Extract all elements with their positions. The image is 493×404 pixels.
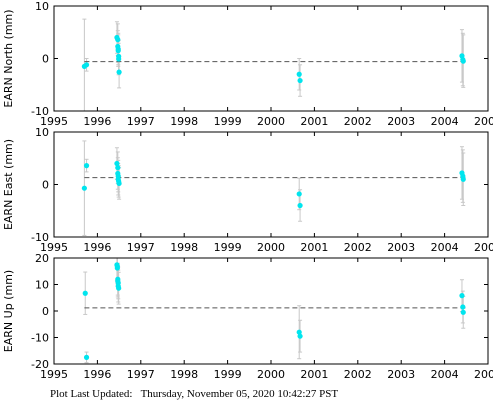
data-point-11 [296,329,302,335]
y-tick-label--10: -10 [31,105,49,118]
data-point-9 [116,56,122,62]
data-point-4 [115,165,121,171]
x-tick-label-2000: 2000 [257,368,285,381]
data-point-9 [116,180,122,187]
data-point-5 [114,265,120,271]
x-tick-label-2002: 2002 [344,368,372,381]
x-tick-label-1997: 1997 [127,241,155,254]
data-point-1 [82,290,88,296]
data-point-2 [83,354,90,360]
x-tick-label-2003: 2003 [387,368,415,381]
y-tick-label--10: -10 [31,231,49,244]
y-tick-label-10: 10 [35,126,49,139]
data-point-1 [81,185,87,191]
x-tick-label-2000: 2000 [257,115,285,128]
data-point-2 [83,62,90,68]
data-point-11 [297,202,303,209]
x-tick-label-2003: 2003 [387,241,415,254]
x-tick-label-2004: 2004 [431,115,459,128]
y-tick-label-0: 0 [42,179,49,192]
data-point-10 [296,191,302,197]
footer-timestamp: Thursday, November 05, 2020 10:42:27 PST [140,388,339,400]
chart-panel-1: 1995 1996 1997 1998 1999 2000 2001 2002 2003 2004… [2,0,493,128]
x-tick-label-1998: 1998 [170,115,198,128]
x-tick-label-1997: 1997 [127,115,155,128]
x-tick-label-2004: 2004 [431,368,459,381]
x-tick-label-1995: 1995 [40,368,68,381]
x-tick-label-2001: 2001 [300,241,328,254]
footer-label: Plot Last Updated: [50,388,133,400]
data-point-12 [297,333,303,339]
data-point-10 [116,285,122,291]
data-point-11 [296,71,302,77]
x-tick-label-2003: 2003 [387,115,415,128]
y-tick-label-10: 10 [35,279,49,292]
data-point-12 [297,77,303,84]
x-tick-label-1998: 1998 [170,368,198,381]
x-tick-label-1996: 1996 [83,241,111,254]
x-tick-label-1999: 1999 [214,115,242,128]
y-tick-label-0: 0 [42,305,49,318]
data-point-2 [83,163,90,169]
data-point-7 [115,48,121,54]
x-tick-label-1999: 1999 [214,241,242,254]
data-point-10 [116,69,122,75]
data-point-4 [115,37,121,43]
x-tick-label-1998: 1998 [170,241,198,254]
y-axis-label: EARN Up (mm) [2,270,15,352]
x-tick-label-1995: 1995 [40,241,68,254]
x-tick-label-2005: 2005 [474,241,493,254]
chart-panel-3: 1995 1996 1997 1998 1999 2000 2001 2002 2003 2004… [2,252,493,381]
data-point-14 [460,176,466,182]
y-tick-label-0: 0 [42,53,49,66]
plot-last-updated: Plot Last Updated: Thursday, November 05… [50,388,338,400]
x-tick-label-1995: 1995 [40,115,68,128]
y-axis-label: EARN North (mm) [2,9,15,107]
y-tick-label--10: -10 [31,332,49,345]
y-tick-label-10: 10 [35,0,49,13]
x-tick-label-2005: 2005 [474,368,493,381]
x-tick-label-2001: 2001 [300,368,328,381]
y-tick-label-20: 20 [35,252,49,265]
x-tick-label-2002: 2002 [344,241,372,254]
x-tick-label-1999: 1999 [214,368,242,381]
x-tick-label-2004: 2004 [431,241,459,254]
x-tick-label-2000: 2000 [257,241,285,254]
data-point-13 [459,293,465,299]
x-tick-label-1996: 1996 [83,115,111,128]
x-tick-label-1997: 1997 [127,368,155,381]
data-point-15 [460,58,466,64]
x-tick-label-2002: 2002 [344,115,372,128]
y-axis-label: EARN East (mm) [2,139,15,230]
y-tick-label--20: -20 [31,358,49,371]
x-tick-label-2005: 2005 [474,115,493,128]
data-point-15 [460,309,466,315]
chart-panel-2: 1995 1996 1997 1998 1999 2000 2001 2002 2003 2004… [2,126,493,254]
data-point-3 [114,160,120,167]
x-tick-label-1996: 1996 [83,368,111,381]
data-point-14 [460,304,466,310]
x-tick-label-2001: 2001 [300,115,328,128]
